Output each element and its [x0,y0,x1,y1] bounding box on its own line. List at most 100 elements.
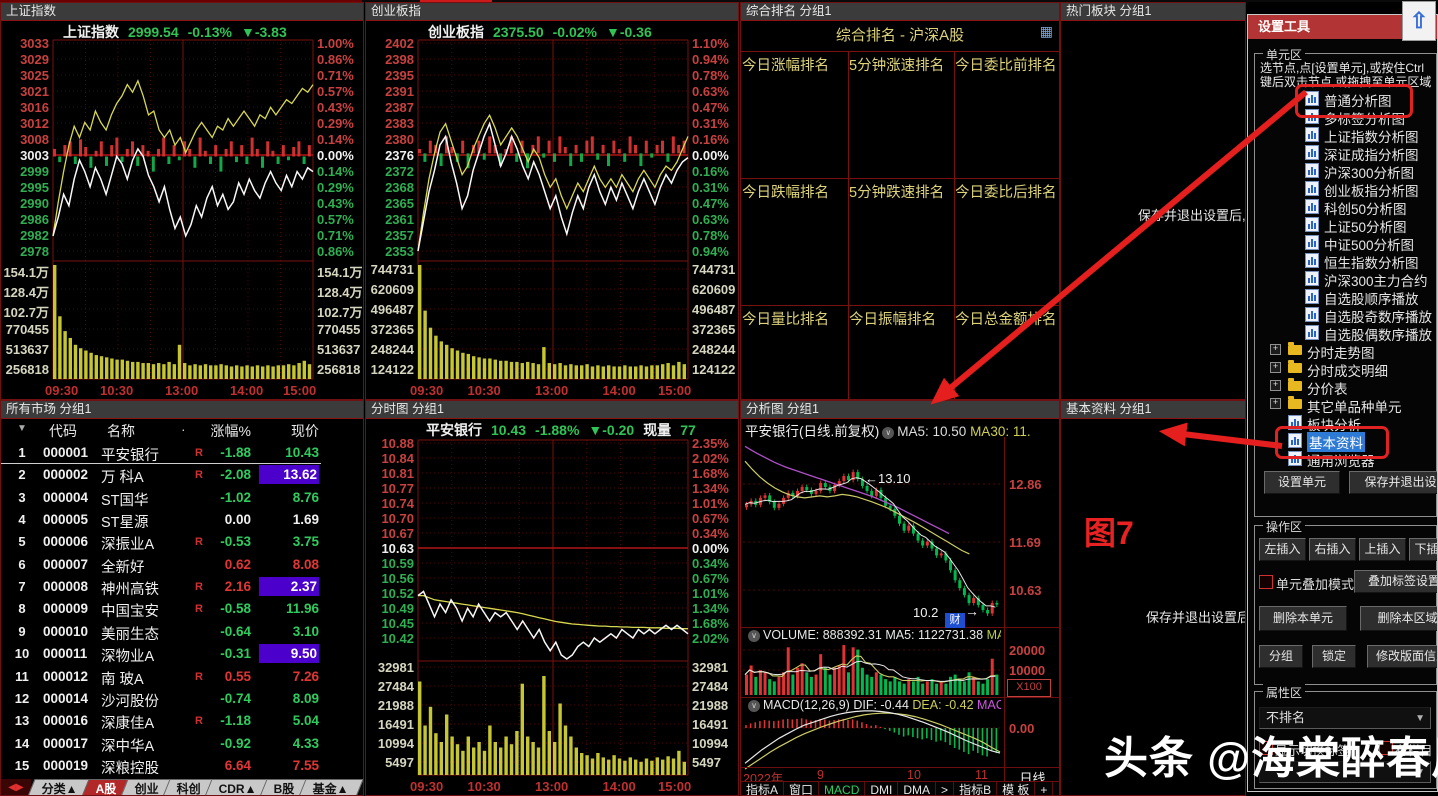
time-tick[interactable]: 09:30 [410,779,444,794]
expand-icon[interactable]: + [1270,380,1281,391]
has-column-checkbox[interactable] [1379,741,1393,755]
tab-nav-arrows[interactable]: ◀▶ [1,779,31,795]
panel-header-chinext[interactable]: 创业板指 [366,3,738,21]
delete-area-button[interactable]: 删除本区域 [1360,606,1437,631]
time-tick[interactable]: 14:00 [602,383,636,398]
table-row[interactable]: 9 000010 美丽生态 -0.64 3.10 [1,621,363,643]
expand-icon[interactable]: + [1270,344,1281,355]
save-exit-button[interactable]: 保存并退出设置 [1349,471,1437,494]
table-row[interactable]: 15 000019 深粮控股 6.64 7.55 [1,755,363,777]
time-tick[interactable]: 10:30 [100,383,134,398]
overlay-tag-settings-button[interactable]: 叠加标签设置 [1354,570,1437,593]
time-tick[interactable]: 14:00 [230,383,264,398]
tree-item-恒生指数分析图[interactable]: 恒生指数分析图 [1248,251,1437,271]
panel-header-rank[interactable]: 综合排名 分组1 [741,3,1059,21]
rank-cell-label[interactable]: 5分钟跌速排名 [849,185,945,201]
tree-item-上证指数分析图[interactable]: 上证指数分析图 [1248,125,1437,145]
toolbar-item-DMI[interactable]: DMI [865,782,899,795]
table-row[interactable]: 14 000017 深中华A -0.92 4.33 [1,733,363,755]
rank-cell-label[interactable]: 今日振幅排名 [849,312,936,328]
macd-collapse-icon[interactable]: ∨ [748,700,760,712]
time-tick[interactable]: 09:30 [410,383,444,398]
insert-button-下插入[interactable]: 下插入 [1409,538,1437,561]
tree-item-自选股顺序播放[interactable]: 自选股顺序播放 [1248,287,1437,307]
tree-item-深证成指分析图[interactable]: 深证成指分析图 [1248,143,1437,163]
panel-header-intraday[interactable]: 分时图 分组1 [366,401,738,419]
tree-item-板块分析[interactable]: 板块分析 [1248,413,1437,433]
table-row[interactable]: 4 000005 ST星源 0.00 1.69 [1,509,363,531]
time-tick[interactable]: 10:30 [467,383,501,398]
toolbar-item-指标B[interactable]: 指标B [954,782,998,795]
time-tick[interactable]: 15:00 [658,779,692,794]
delete-unit-button[interactable]: 删除本单元 [1259,606,1347,631]
panel-header-analysis[interactable]: 分析图 分组1 [741,401,1059,419]
toolbar-item-模 板[interactable]: 模 板 [997,782,1036,795]
table-row[interactable]: 1 000001 平安银行 R -1.88 10.43 [1,442,363,464]
rank-cell-label[interactable]: 今日总金额排名 [955,312,1057,328]
tree-item-沪深300分析图[interactable]: 沪深300分析图 [1248,161,1437,181]
tree-item-其它单品种单元[interactable]: + 其它单品种单元 [1248,395,1437,415]
rank-cell-label[interactable]: 5分钟涨速排名 [849,58,945,74]
finance-badge[interactable]: 财 [945,613,965,628]
table-row[interactable]: 6 000007 全新好 0.62 8.08 [1,554,363,576]
table-row[interactable]: 5 000006 深振业A R -0.53 3.75 [1,531,363,553]
tree-item-科创50分析图[interactable]: 科创50分析图 [1248,197,1437,217]
stock-intraday-chart[interactable]: 平安银行 10.43 -1.88% ▼-0.20 现量 77 10.88 2.35% 10.84… [366,419,738,795]
button-锁定[interactable]: 锁定 [1312,645,1356,668]
panel-header-hot[interactable]: 热门板块 分组1 [1061,3,1245,21]
col-name[interactable]: 名称 [107,423,135,439]
time-tick[interactable]: 14:00 [602,779,636,794]
tree-item-自选股奇数序播放[interactable]: 自选股奇数序播放 [1248,305,1437,325]
collapse-up-button[interactable]: ⇧ [1402,1,1436,41]
table-row[interactable]: 3 000004 ST国华 -1.02 8.76 [1,487,363,509]
toolbar-item-+[interactable]: + [1035,782,1054,795]
collapse-indicator-icon[interactable]: ∨ [882,427,895,439]
time-tick[interactable]: 13:00 [535,779,569,794]
time-tick[interactable]: 13:00 [165,383,199,398]
panel-header-sse[interactable]: 上证指数 [1,3,363,21]
table-row[interactable]: 10 000011 深物业A -0.31 9.50 [1,643,363,665]
table-row[interactable]: 11 000012 南 玻A R 0.55 7.26 [1,666,363,688]
show-switch-tab-checkbox[interactable] [1259,741,1273,755]
kline-chart[interactable]: 平安银行(日线.前复权) ∨ MA5: 10.50 MA30: 11. ←13.10… [741,419,1059,795]
tree-item-沪深300主力合约[interactable]: 沪深300主力合约 [1248,269,1437,289]
rank-cell-label[interactable]: 今日委比后排名 [955,185,1057,201]
table-row[interactable]: 13 000016 深康佳A R -1.18 5.04 [1,710,363,732]
tree-item-创业板指分析图[interactable]: 创业板指分析图 [1248,179,1437,199]
time-tick[interactable]: 09:30 [45,383,79,398]
chinext-intraday-chart[interactable]: 创业板指 2375.50 -0.02% ▼-0.36 2402 1.10% 2398 0.94… [366,21,738,399]
toolbar-item-MACD[interactable]: MACD [819,782,866,795]
insert-button-右插入[interactable]: 右插入 [1309,538,1356,561]
rank-cell-label[interactable]: 今日量比排名 [742,312,829,328]
sse-intraday-chart[interactable]: 上证指数 2999.54 -0.13% ▼-3.83 3033 1.00% 3029 0.86… [1,21,363,399]
ranking-dropdown[interactable]: 不排名 ▼ [1259,707,1431,729]
expand-icon[interactable]: + [1270,398,1281,409]
table-row[interactable]: 2 000002 万 科A R -2.08 13.62 [1,464,363,486]
col-code[interactable]: 代码 [49,423,77,439]
toolbar-item--[interactable]: - [1053,782,1059,795]
time-tick[interactable]: 15:00 [283,383,317,398]
toolbar-item-指标A[interactable]: 指标A [741,782,785,795]
table-row[interactable]: 12 000014 沙河股份 -0.74 8.09 [1,688,363,710]
tree-item-中证500分析图[interactable]: 中证500分析图 [1248,233,1437,253]
panel-header-market[interactable]: 所有市场 分组1 [1,401,363,419]
tree-item-分时走势图[interactable]: + 分时走势图 [1248,341,1437,361]
toolbar-item-窗口[interactable]: 窗口 [784,782,820,795]
rank-cell-label[interactable]: 今日委比前排名 [955,58,1057,74]
rank-cell-label[interactable]: 今日涨幅排名 [742,58,829,74]
time-tick[interactable]: 10:30 [467,779,501,794]
insert-button-上插入[interactable]: 上插入 [1359,538,1406,561]
tree-item-多标签分析图[interactable]: 多标签分析图 [1248,107,1437,127]
col-price[interactable]: 现价 [291,423,319,439]
set-unit-button[interactable]: 设置单元 [1264,471,1340,494]
tree-item-基本资料[interactable]: 基本资料 [1248,431,1437,452]
tree-item-自选股偶数序播放[interactable]: 自选股偶数序播放 [1248,323,1437,343]
button-分组[interactable]: 分组 [1259,645,1303,668]
market-tab-基金[interactable]: 基金▲ [298,779,363,795]
tree-item-分时成交明细[interactable]: + 分时成交明细 [1248,359,1437,379]
toolbar-item-DMA[interactable]: DMA [898,782,937,795]
sort-icon[interactable]: ▼ [17,423,27,434]
table-row[interactable]: 8 000009 中国宝安 R -0.58 11.96 [1,598,363,620]
button-修改版面信息[interactable]: 修改版面信息 [1367,645,1437,668]
toolbar-item->[interactable]: > [936,782,955,795]
